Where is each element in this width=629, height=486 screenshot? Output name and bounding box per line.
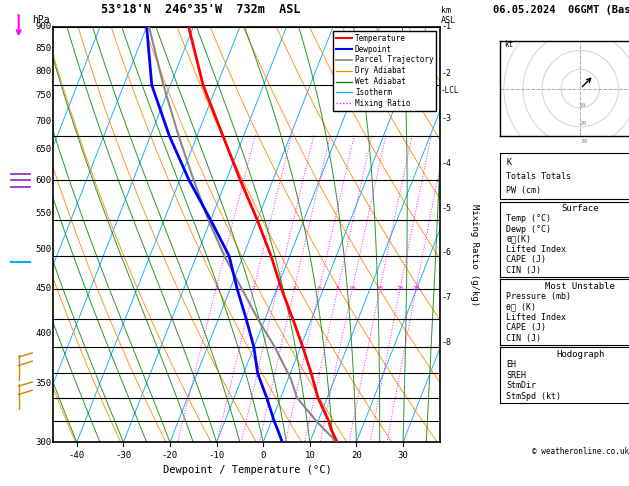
Text: Lifted Index: Lifted Index bbox=[506, 313, 567, 322]
Text: -5: -5 bbox=[441, 204, 451, 213]
Text: Dewp (°C): Dewp (°C) bbox=[506, 225, 552, 234]
Text: 25: 25 bbox=[412, 286, 420, 292]
Text: -2: -2 bbox=[441, 69, 451, 78]
Text: Most Unstable: Most Unstable bbox=[545, 282, 615, 291]
Text: Pressure (mb): Pressure (mb) bbox=[506, 292, 572, 301]
Text: 500: 500 bbox=[35, 244, 52, 254]
Text: Mixing Ratio (g/kg): Mixing Ratio (g/kg) bbox=[470, 204, 479, 306]
Text: -1: -1 bbox=[441, 22, 451, 31]
Text: 8: 8 bbox=[336, 286, 340, 292]
Text: -6: -6 bbox=[441, 248, 451, 258]
Text: 2: 2 bbox=[252, 286, 255, 292]
Text: CIN (J): CIN (J) bbox=[506, 266, 542, 275]
Text: Dewpoint / Temperature (°C): Dewpoint / Temperature (°C) bbox=[162, 465, 331, 475]
Text: 53°18'N  246°35'W  732m  ASL: 53°18'N 246°35'W 732m ASL bbox=[101, 3, 300, 17]
Text: Temp (°C): Temp (°C) bbox=[506, 214, 552, 223]
Text: Surface: Surface bbox=[562, 204, 599, 213]
Text: 850: 850 bbox=[35, 44, 52, 53]
Text: -3: -3 bbox=[441, 114, 451, 123]
Text: PW (cm): PW (cm) bbox=[506, 186, 542, 195]
Text: 20: 20 bbox=[579, 121, 587, 126]
Text: Hodograph: Hodograph bbox=[556, 350, 604, 359]
Text: 750: 750 bbox=[35, 91, 52, 100]
Text: 350: 350 bbox=[35, 380, 52, 388]
Text: 550: 550 bbox=[35, 208, 52, 218]
Text: Totals Totals: Totals Totals bbox=[506, 172, 572, 181]
Text: -10: -10 bbox=[209, 451, 225, 460]
Text: 10: 10 bbox=[304, 451, 315, 460]
Text: 3: 3 bbox=[275, 286, 279, 292]
Text: 650: 650 bbox=[35, 145, 52, 155]
Text: hPa: hPa bbox=[32, 15, 50, 25]
Text: 06.05.2024  06GMT (Base: 12): 06.05.2024 06GMT (Base: 12) bbox=[493, 4, 629, 15]
Text: 4: 4 bbox=[292, 286, 296, 292]
Text: 700: 700 bbox=[35, 117, 52, 126]
Text: 30: 30 bbox=[398, 451, 408, 460]
Text: 600: 600 bbox=[35, 175, 52, 185]
Text: -7: -7 bbox=[441, 293, 451, 302]
Text: -LCL: -LCL bbox=[441, 86, 460, 95]
Text: 900: 900 bbox=[35, 22, 52, 31]
Text: 20: 20 bbox=[351, 451, 362, 460]
Text: km
ASL: km ASL bbox=[441, 6, 456, 25]
Legend: Temperature, Dewpoint, Parcel Trajectory, Dry Adiabat, Wet Adiabat, Isotherm, Mi: Temperature, Dewpoint, Parcel Trajectory… bbox=[333, 31, 437, 111]
Text: CAPE (J): CAPE (J) bbox=[506, 256, 547, 264]
Text: 20: 20 bbox=[396, 286, 404, 292]
Text: 30: 30 bbox=[581, 139, 588, 144]
Text: 450: 450 bbox=[35, 284, 52, 294]
Text: 0: 0 bbox=[260, 451, 266, 460]
Text: 6: 6 bbox=[318, 286, 321, 292]
Text: -30: -30 bbox=[115, 451, 131, 460]
Text: θᴇ (K): θᴇ (K) bbox=[506, 303, 537, 312]
Text: 10: 10 bbox=[348, 286, 356, 292]
Text: K: K bbox=[506, 157, 511, 167]
Text: 15: 15 bbox=[376, 286, 384, 292]
Text: 300: 300 bbox=[35, 438, 52, 447]
Text: SREH: SREH bbox=[506, 371, 526, 380]
Text: CAPE (J): CAPE (J) bbox=[506, 323, 547, 332]
Text: -4: -4 bbox=[441, 159, 451, 168]
Text: 1: 1 bbox=[214, 286, 218, 292]
Text: EH: EH bbox=[506, 361, 516, 369]
Text: -8: -8 bbox=[441, 338, 451, 347]
Text: kt: kt bbox=[504, 40, 513, 49]
Text: 10: 10 bbox=[578, 103, 586, 108]
Text: θᴇ(K): θᴇ(K) bbox=[506, 235, 532, 244]
Text: © weatheronline.co.uk: © weatheronline.co.uk bbox=[532, 447, 629, 456]
Text: 400: 400 bbox=[35, 329, 52, 338]
Text: -20: -20 bbox=[162, 451, 178, 460]
Text: CIN (J): CIN (J) bbox=[506, 334, 542, 343]
Text: Lifted Index: Lifted Index bbox=[506, 245, 567, 254]
Text: -40: -40 bbox=[69, 451, 85, 460]
Text: 800: 800 bbox=[35, 67, 52, 76]
Text: StmSpd (kt): StmSpd (kt) bbox=[506, 392, 562, 401]
Text: StmDir: StmDir bbox=[506, 382, 537, 390]
